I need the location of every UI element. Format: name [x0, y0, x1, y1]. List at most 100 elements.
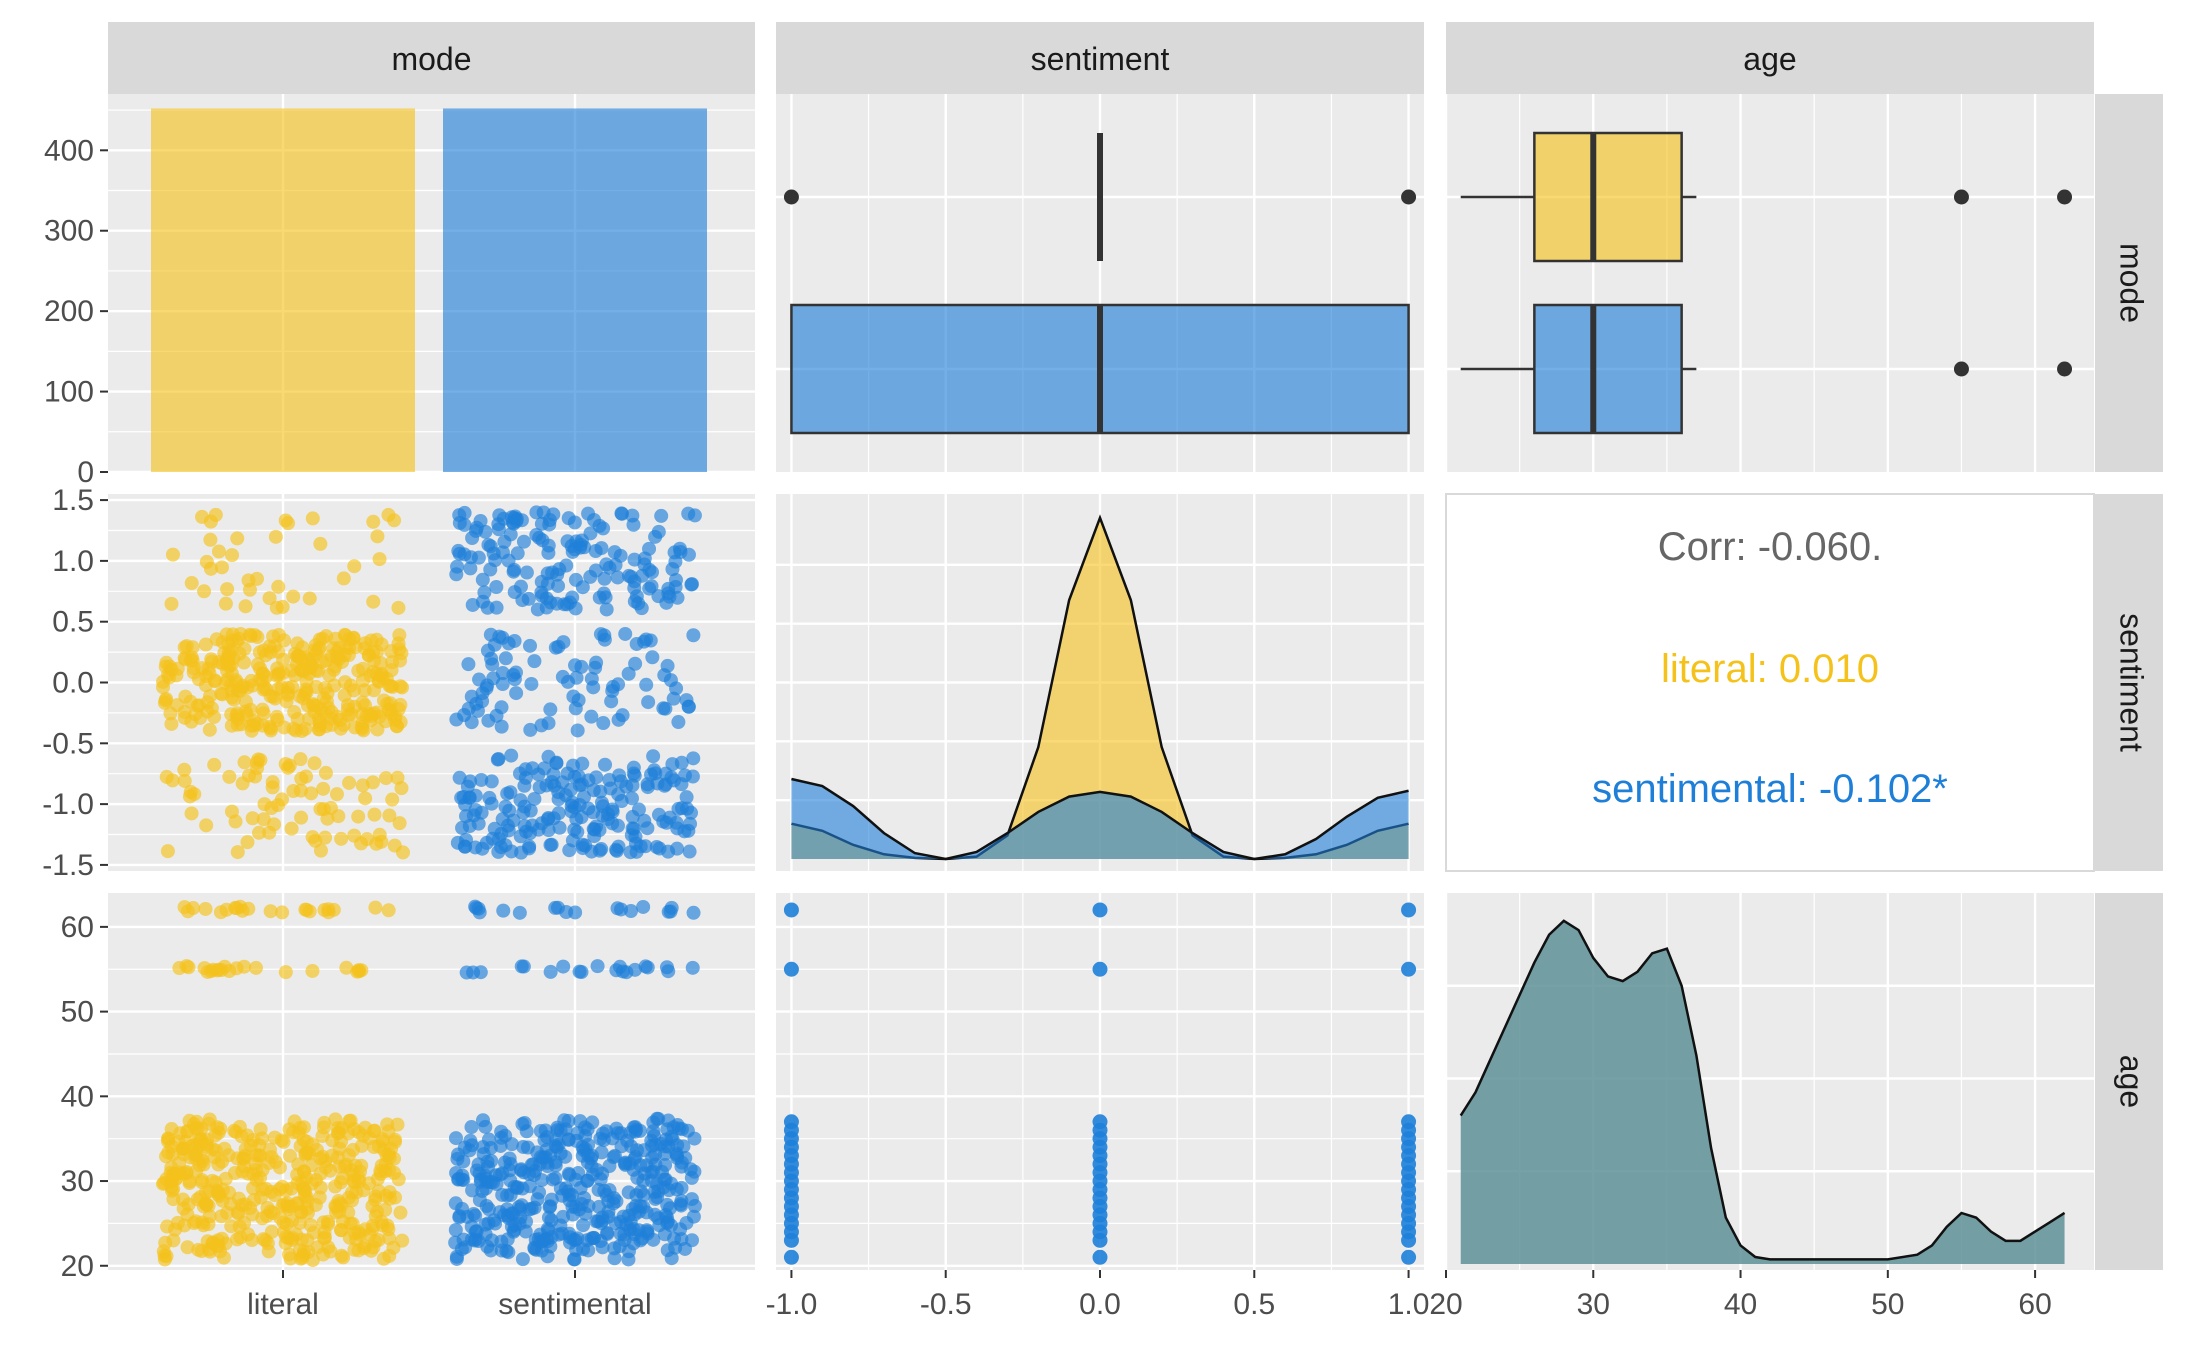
point: [452, 770, 467, 785]
point: [681, 506, 696, 521]
point: [375, 1134, 390, 1149]
point: [198, 901, 213, 916]
bar-sentimental: [443, 108, 707, 472]
scatter-point: [1401, 961, 1417, 977]
point: [568, 658, 583, 673]
point: [373, 1166, 388, 1181]
point: [504, 510, 519, 525]
point: [661, 964, 676, 979]
point: [529, 527, 544, 542]
y-tick-label: 50: [61, 996, 94, 1029]
point: [293, 1205, 308, 1220]
point: [344, 1185, 359, 1200]
point: [494, 700, 509, 715]
point: [161, 1131, 176, 1146]
point: [271, 579, 286, 594]
density-area-sentimental: [791, 778, 1409, 859]
point: [338, 675, 353, 690]
point: [664, 1176, 679, 1191]
strip-top-label-sentiment: sentiment: [1031, 41, 1170, 77]
point: [531, 822, 546, 837]
point: [170, 661, 185, 676]
jitter-cluster-literal: [164, 507, 406, 615]
point: [448, 1196, 463, 1211]
outlier-literal: [783, 189, 799, 205]
point: [338, 628, 353, 643]
point: [197, 584, 212, 599]
scatter-point: [1401, 902, 1417, 918]
point: [567, 515, 582, 530]
point: [599, 602, 614, 617]
point: [246, 714, 261, 729]
point: [378, 771, 393, 786]
point: [233, 1230, 248, 1245]
y-tick-label: -1.0: [42, 788, 94, 821]
strip-right-age: [2095, 893, 2163, 1270]
point: [369, 705, 384, 720]
point: [681, 699, 696, 714]
point: [176, 1141, 191, 1156]
point: [237, 1216, 252, 1231]
point: [328, 1112, 343, 1127]
point: [591, 1182, 606, 1197]
point: [481, 713, 496, 728]
point: [601, 1209, 616, 1224]
point: [367, 807, 382, 822]
point: [615, 964, 630, 979]
point: [660, 1243, 675, 1258]
point: [281, 1247, 296, 1262]
point: [685, 960, 700, 975]
scatter-point: [783, 961, 799, 977]
point: [469, 1163, 484, 1178]
point: [646, 1232, 661, 1247]
point: [584, 671, 599, 686]
point: [491, 522, 506, 537]
point: [534, 516, 549, 531]
point: [452, 1209, 467, 1224]
point: [507, 672, 522, 687]
point: [572, 964, 587, 979]
point: [574, 1196, 589, 1211]
scatter-point: [1092, 961, 1108, 977]
point: [166, 1192, 181, 1207]
point: [360, 832, 375, 847]
point: [185, 653, 200, 668]
point: [646, 749, 661, 764]
outlier-sentimental: [2057, 361, 2073, 377]
point: [268, 529, 283, 544]
point: [308, 646, 323, 661]
point: [366, 514, 381, 529]
point: [471, 550, 486, 565]
point: [513, 579, 528, 594]
point: [514, 1162, 529, 1177]
point: [269, 709, 284, 724]
point: [571, 693, 586, 708]
point: [253, 1122, 268, 1137]
point: [357, 683, 372, 698]
point: [294, 810, 309, 825]
point: [208, 507, 223, 522]
point: [473, 965, 488, 980]
point: [580, 1173, 595, 1188]
strip-top-label-age: age: [1743, 41, 1796, 77]
x-tick-label: 40: [1724, 1288, 1757, 1321]
point: [543, 702, 558, 717]
point: [392, 816, 407, 831]
strip-right-label-mode: mode: [2114, 243, 2150, 323]
point: [537, 761, 552, 776]
point: [686, 628, 701, 643]
point: [455, 820, 470, 835]
point: [544, 837, 559, 852]
point: [627, 768, 642, 783]
point: [260, 1200, 275, 1215]
point: [686, 905, 701, 920]
point: [679, 790, 694, 805]
point: [524, 676, 539, 691]
point: [634, 601, 649, 616]
point: [199, 1137, 214, 1152]
point: [665, 562, 680, 577]
point: [671, 801, 686, 816]
point: [594, 795, 609, 810]
point: [490, 752, 505, 767]
point: [585, 1115, 600, 1130]
